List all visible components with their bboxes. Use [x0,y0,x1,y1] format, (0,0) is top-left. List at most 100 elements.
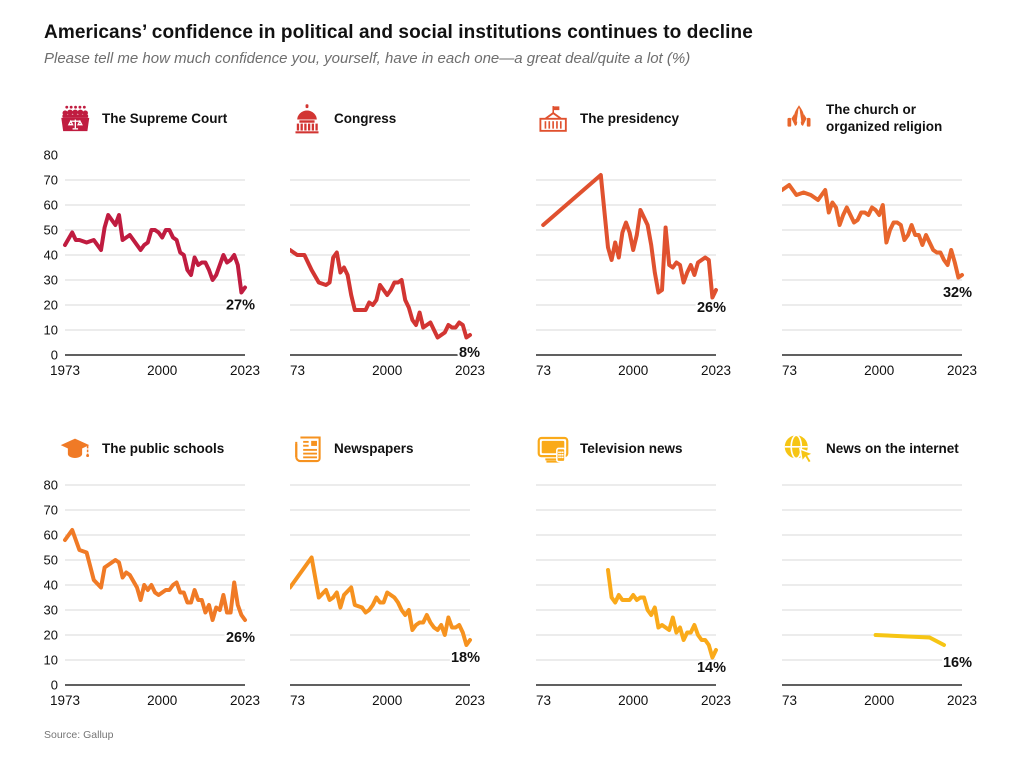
y-axis-tick-label: 20 [44,298,58,313]
y-axis-tick-label: 40 [44,578,58,593]
panel-header: The church or organized religion [782,95,1017,143]
x-axis-tick-label: 1973 [50,693,80,708]
chart-panel: Congress 8% 1973 2000 2023 [290,95,525,385]
panel-title: The public schools [102,440,225,456]
end-value-label: 32% [943,285,972,301]
x-axis-tick-label: 1973 [50,363,80,378]
white-house-icon [536,103,570,135]
praying-hands-icon [782,103,816,135]
y-axis-tick-label: 50 [44,223,58,238]
chart-panel: The presidency 26% 1973 2000 2023 [536,95,771,385]
page-subtitle: Please tell me how much confidence you, … [44,50,691,67]
supreme-court-icon [58,103,92,135]
x-axis-tick-label: 2000 [864,693,894,708]
data-line [873,633,946,647]
x-axis-tick-label: 2023 [947,693,977,708]
x-axis-tick-label: 2000 [147,363,177,378]
x-axis-tick-label: 2000 [618,363,648,378]
x-axis-tick-label: 1973 [782,693,797,708]
y-axis-tick-label: 0 [51,678,58,693]
end-value-label: 14% [697,660,726,676]
line-chart: 14% 1973 2000 2023 [536,484,731,708]
panel-header: Television news [536,425,771,473]
x-axis-tick-label: 1973 [290,693,305,708]
capitol-icon [290,103,324,135]
y-axis-tick-label: 30 [44,603,58,618]
x-axis-tick-label: 2000 [372,693,402,708]
panel-header: The presidency [536,95,771,143]
line-chart: 26% 1973 2000 2023 [536,173,731,378]
x-axis-tick-label: 2023 [455,693,485,708]
panel-header: News on the internet [782,425,1017,473]
x-axis-tick-label: 2023 [230,693,260,708]
y-axis-tick-label: 60 [44,198,58,213]
end-value-label: 8% [459,345,480,361]
x-axis-tick-label: 1973 [536,693,551,708]
x-axis-tick-label: 2000 [372,363,402,378]
chart-panel: The Supreme Court 80 70 60 50 40 30 20 10 0 27% 197… [44,95,279,385]
y-axis-tick-label: 80 [44,478,58,493]
panel-title: Television news [580,440,683,456]
graduation-cap-icon [58,433,92,465]
globe-cursor-icon [782,433,816,465]
line-chart: 80 70 60 50 40 30 20 10 0 26% 1973 2000 2023 [44,478,260,709]
x-axis-tick-label: 1973 [536,363,551,378]
y-axis-tick-label: 50 [44,553,58,568]
data-line [290,555,472,647]
end-value-label: 18% [451,650,480,666]
data-line [606,568,718,660]
data-line [63,528,247,622]
infographic: Americans’ confidence in political and s… [44,22,1023,741]
source-note: Source: Gallup [44,729,114,741]
television-icon [536,433,570,465]
y-axis-tick-label: 60 [44,528,58,543]
y-axis-tick-label: 10 [44,653,58,668]
x-axis-tick-label: 2000 [618,693,648,708]
end-value-label: 27% [226,298,255,314]
chart-panel: The church or organized religion 32% 1973 2… [782,95,1017,385]
y-axis-tick-label: 10 [44,323,58,338]
line-chart: 16% 1973 2000 2023 [782,484,977,708]
panel-header: The Supreme Court [44,95,279,143]
page-title: Americans’ confidence in political and s… [44,22,753,43]
y-axis-tick-label: 80 [44,148,58,163]
x-axis-tick-label: 2023 [701,363,731,378]
chart-panel: News on the internet 16% 1973 2000 2023 [782,425,1017,715]
panel-title: The presidency [580,110,680,126]
data-line [63,213,247,295]
chart-panel: Television news 14% 1973 2000 2023 [536,425,771,715]
x-axis-tick-label: 2000 [147,693,177,708]
panel-title: The church or organized religion [826,102,943,134]
panel-title: News on the internet [826,440,959,456]
data-line [290,248,472,340]
chart-panel: Newspapers 18% 1973 2000 2023 [290,425,525,715]
end-value-label: 16% [943,655,972,671]
x-axis-tick-label: 2023 [230,363,260,378]
end-value-label: 26% [226,630,255,646]
y-axis-tick-label: 70 [44,173,58,188]
newspaper-icon [290,433,324,465]
line-chart: 32% 1973 2000 2023 [782,179,977,378]
line-chart: 8% 1973 2000 2023 [290,179,485,378]
x-axis-tick-label: 2023 [701,693,731,708]
x-axis-tick-label: 2023 [455,363,485,378]
charts-grid: The Supreme Court 80 70 60 50 40 30 20 10 0 27% 197… [44,95,1023,715]
end-value-label: 26% [697,300,726,316]
panel-title: Congress [334,110,397,126]
x-axis-tick-label: 1973 [290,363,305,378]
x-axis-tick-label: 2023 [947,363,977,378]
y-axis-tick-label: 70 [44,503,58,518]
y-axis-tick-label: 30 [44,273,58,288]
panel-header: Congress [290,95,525,143]
chart-panel: The public schools 80 70 60 50 40 30 20 10 0 26% 19… [44,425,279,715]
panel-title: The Supreme Court [102,110,228,126]
data-line [782,183,964,280]
y-axis-tick-label: 0 [51,348,58,363]
panel-header: Newspapers [290,425,525,473]
panel-title: Newspapers [334,440,414,456]
x-axis-tick-label: 2000 [864,363,894,378]
data-line [541,173,718,300]
y-axis-tick-label: 40 [44,248,58,263]
line-chart: 18% 1973 2000 2023 [290,484,485,708]
line-chart: 80 70 60 50 40 30 20 10 0 27% 1973 2000 2023 [44,148,260,379]
